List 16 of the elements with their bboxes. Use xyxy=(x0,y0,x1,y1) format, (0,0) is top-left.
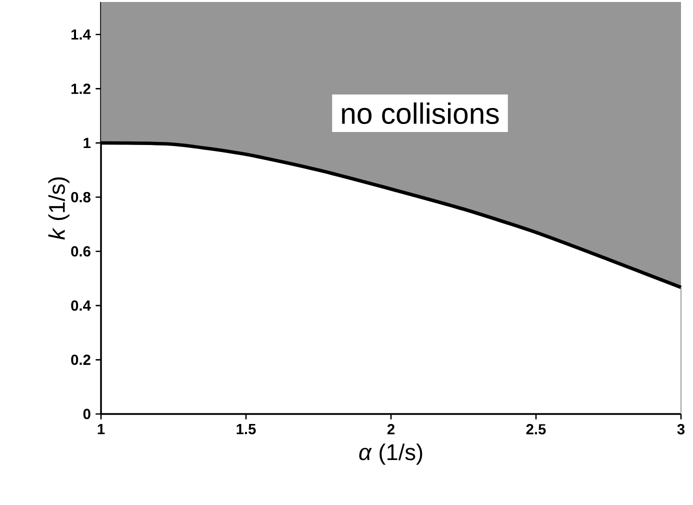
y-tick-label: 0.4 xyxy=(71,300,91,311)
y-tick-label: 1.4 xyxy=(71,29,91,40)
y-tick-label: 0.6 xyxy=(71,246,90,257)
y-tick-label: 0.8 xyxy=(71,192,90,202)
annotation: no collisions xyxy=(342,102,499,124)
y-axis-title: k (1/s) xyxy=(48,177,70,240)
y-tick-label: 1.2 xyxy=(71,84,90,94)
x-tick-label: 2 xyxy=(387,424,394,434)
x-tick-label: 1.5 xyxy=(236,424,256,434)
y-tick-label: 0.2 xyxy=(71,354,90,365)
x-tick-label: 3 xyxy=(677,424,685,434)
x-axis-title: α (1/s) xyxy=(359,444,422,465)
y-tick-label: 1 xyxy=(84,138,91,148)
y-tick-label: 0 xyxy=(83,408,90,420)
x-tick-label: 1 xyxy=(98,424,105,434)
x-tick-label: 2.5 xyxy=(526,424,546,434)
